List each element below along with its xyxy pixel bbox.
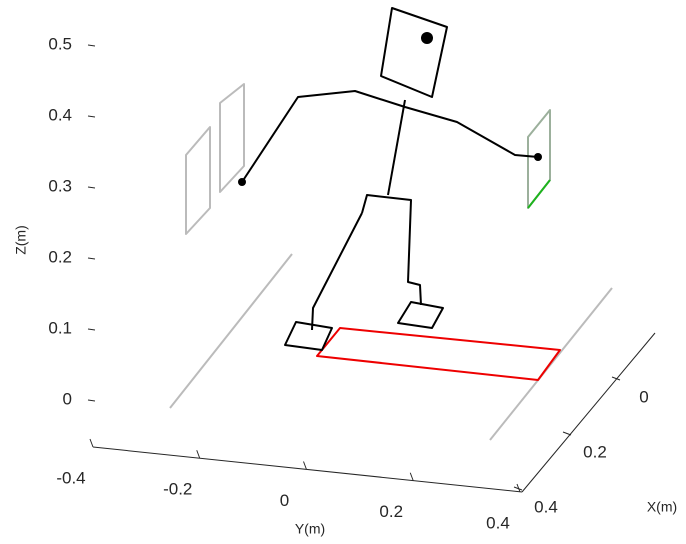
z-tick — [88, 400, 95, 401]
figure — [170, 8, 612, 440]
y-tick-label: -0.2 — [163, 480, 192, 499]
x-tick — [563, 432, 571, 435]
spine — [388, 100, 405, 195]
y-tick-label: 0.4 — [486, 513, 510, 532]
z-tick — [88, 258, 95, 259]
z-tick-label: 0.3 — [48, 176, 72, 195]
left-leg — [312, 213, 362, 330]
eye — [421, 32, 433, 44]
z-tick-label: 0.5 — [48, 34, 72, 53]
y-tick — [410, 473, 413, 481]
y-tick-label: -0.4 — [56, 468, 85, 487]
z-axis-label: Z(m) — [13, 225, 29, 255]
hand — [238, 178, 246, 186]
z-tick — [88, 116, 95, 117]
right-leg — [362, 195, 421, 305]
y-tick-label: 0 — [280, 491, 289, 510]
foot — [398, 302, 443, 328]
x-tick-label: 0.2 — [583, 442, 607, 461]
z-tick-label: 0 — [63, 389, 72, 408]
z-tick — [88, 329, 95, 330]
guide-line — [170, 254, 292, 408]
y-tick — [197, 450, 200, 458]
guide-line — [490, 288, 612, 440]
x-axis-label: X(m) — [647, 499, 677, 515]
x-tick-label: 0 — [639, 387, 648, 406]
z-tick — [88, 45, 95, 46]
y-tick-label: 0.2 — [379, 502, 403, 521]
chart: Z(m) Y(m) X(m) 0 0.1 0.2 0.3 0.4 0.5 -0.4 -0.2 0… — [0, 0, 686, 544]
z-tick-label: 0.4 — [48, 105, 72, 124]
y-axis-label: Y(m) — [295, 521, 325, 537]
foot — [285, 322, 332, 350]
x-axis — [522, 333, 655, 492]
hand — [534, 153, 542, 161]
z-tick-label: 0.2 — [48, 247, 72, 266]
z-tick — [88, 187, 95, 188]
arms — [242, 91, 538, 182]
y-tick — [304, 462, 307, 470]
z-tick-label: 0.1 — [48, 318, 72, 337]
panel-edge — [528, 180, 550, 208]
x-tick-label: 0.4 — [534, 497, 558, 516]
y-axis — [93, 447, 522, 492]
y-tick — [90, 439, 93, 447]
panel — [186, 127, 210, 234]
head — [381, 8, 447, 97]
panel — [220, 84, 244, 192]
target-rect — [317, 328, 560, 380]
